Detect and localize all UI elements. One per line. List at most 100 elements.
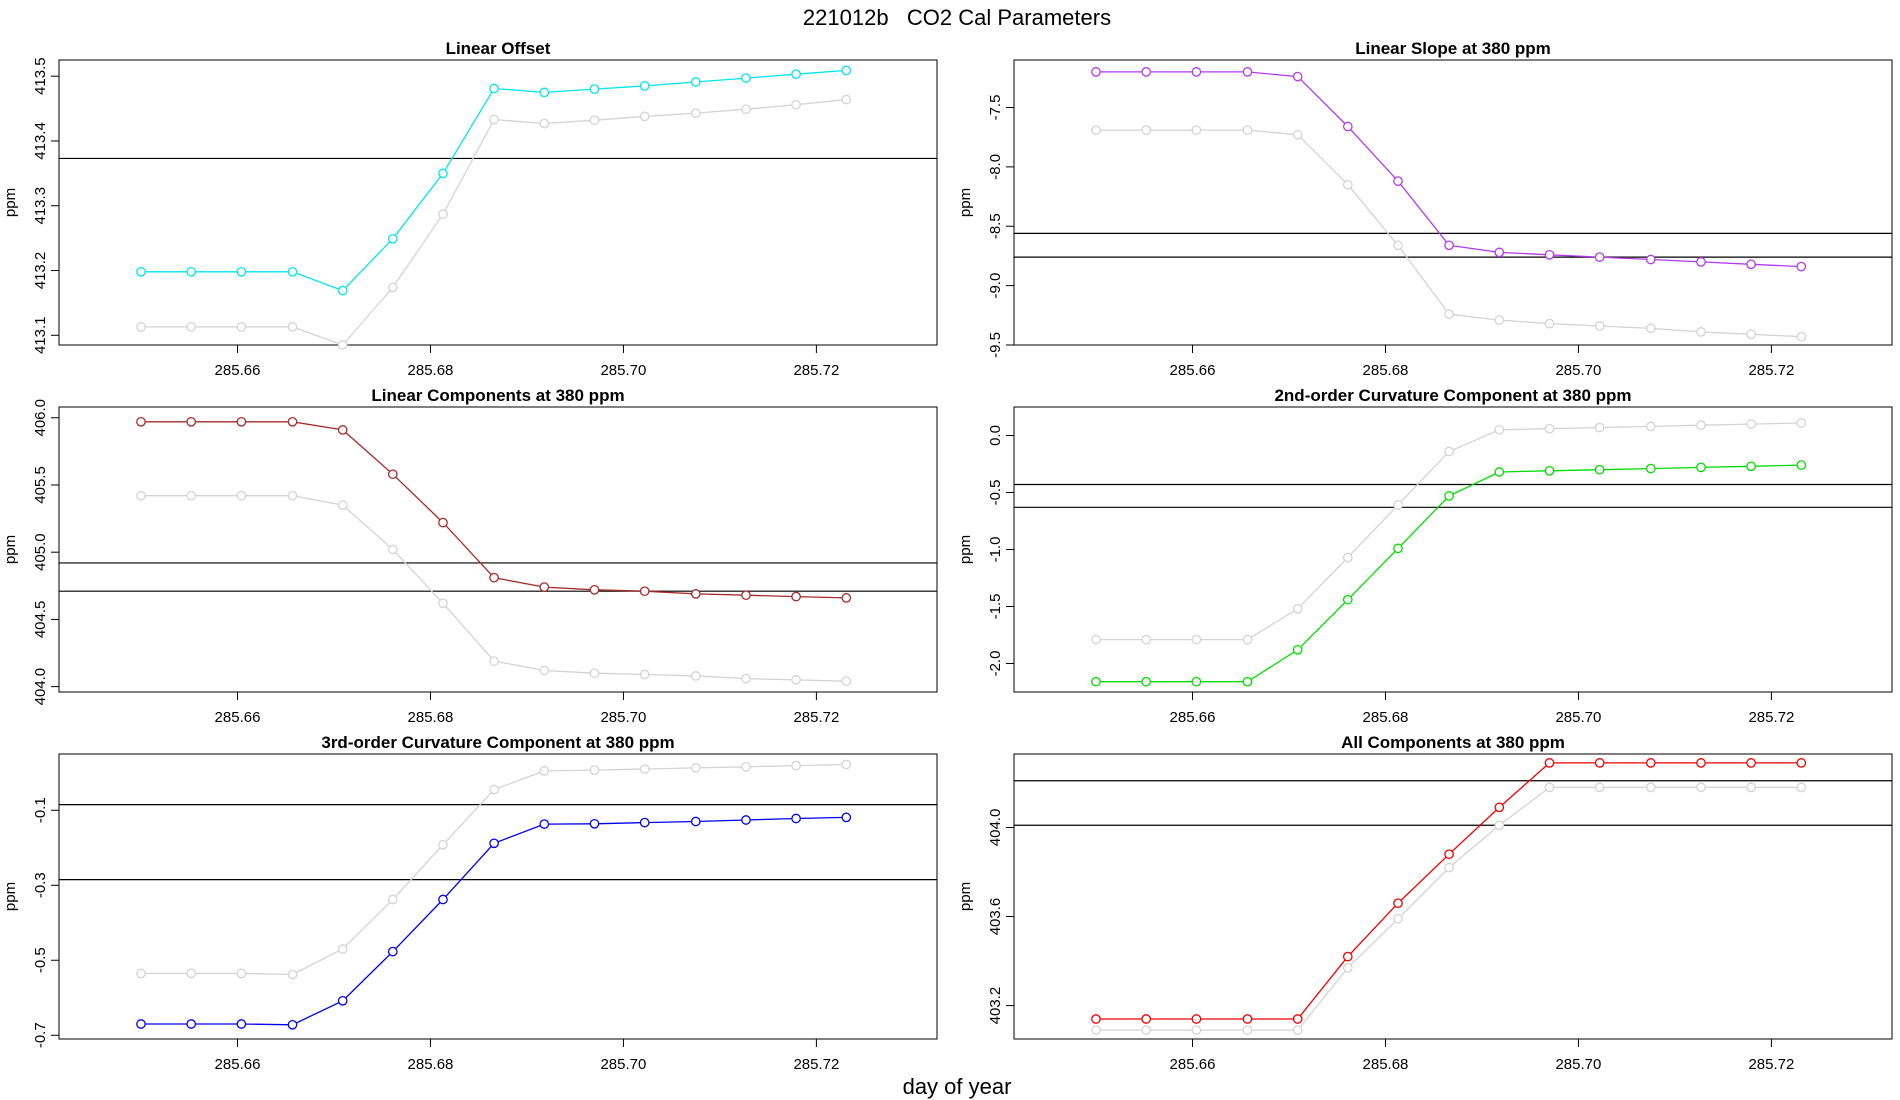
y-tick-label: 0.0 (987, 425, 1004, 446)
data-point-reference (539, 766, 550, 776)
data-point-reference (589, 668, 600, 679)
data-point-reference (1796, 331, 1807, 342)
data-point-current (1292, 71, 1303, 82)
data-point-current (136, 416, 146, 427)
data-point-current (489, 838, 499, 849)
data-point-current (438, 517, 448, 528)
data-point-reference (387, 894, 398, 905)
data-point-current (287, 266, 298, 277)
data-point-reference (1292, 1025, 1303, 1035)
data-point-current (1746, 758, 1756, 768)
data-point-current (639, 817, 650, 828)
x-tick-label: 285.68 (1363, 709, 1409, 726)
y-tick-label: -2.0 (987, 651, 1004, 677)
x-tick-label: 285.70 (600, 709, 646, 726)
x-tick-label: 285.70 (1555, 362, 1601, 379)
data-point-reference (539, 118, 550, 129)
data-point-reference (1796, 418, 1807, 428)
data-point-current (841, 812, 852, 823)
data-point-reference (639, 764, 650, 774)
data-point-current (1444, 491, 1454, 501)
data-point-reference (589, 765, 600, 775)
data-point-current (387, 946, 398, 957)
chart-panel-2: Linear Slope at 380 ppm ppm 285.66 285.68 28… (957, 39, 1893, 379)
data-point-reference (236, 490, 247, 501)
data-point-reference (186, 968, 197, 979)
y-tick-label: -0.3 (32, 872, 49, 898)
data-point-current (1796, 261, 1807, 272)
data-point-reference (236, 322, 247, 332)
y-axis-label: ppm (957, 535, 974, 564)
data-point-current (1342, 951, 1353, 962)
data-point-current (1544, 465, 1555, 476)
data-point-reference (438, 839, 448, 850)
x-tick-label: 285.72 (793, 709, 839, 726)
data-point-reference (1091, 1025, 1101, 1035)
data-point-current (186, 1019, 197, 1029)
data-point-current (186, 416, 197, 427)
chart-title: Linear Components at 380 ppm (371, 386, 624, 405)
data-point-reference (1645, 782, 1656, 793)
data-point-current (791, 591, 801, 602)
data-point-reference (791, 760, 801, 771)
data-point-current (1091, 67, 1101, 77)
data-point-reference (741, 673, 751, 684)
data-point-current (1141, 1014, 1152, 1024)
data-point-current (1544, 758, 1555, 768)
data-point-reference (1342, 552, 1353, 563)
x-tick-label: 285.68 (1363, 362, 1409, 379)
data-point-current (387, 469, 398, 480)
data-point-current (741, 815, 751, 825)
data-point-reference (741, 761, 751, 772)
data-point-current (1141, 67, 1152, 77)
chart-panel-5: 3rd-order Curvature Component at 380 ppm… (2, 733, 938, 1073)
data-point-current (690, 77, 701, 87)
data-point-current (1645, 254, 1656, 265)
data-point-reference (1494, 315, 1505, 325)
x-tick-label: 285.72 (1748, 1056, 1794, 1073)
x-tick-label: 285.72 (1748, 362, 1794, 379)
data-point-reference (438, 209, 448, 220)
data-point-current (791, 813, 801, 824)
y-tick-label: 413.1 (32, 317, 49, 355)
x-tick-label: 285.66 (215, 362, 261, 379)
chart-panel-3: Linear Components at 380 ppm ppm 285.66 285… (2, 386, 938, 726)
y-tick-label: -8.5 (987, 213, 1004, 239)
data-point-reference (1191, 1025, 1202, 1035)
y-tick-label: -1.0 (987, 537, 1004, 563)
data-point-reference (337, 500, 348, 510)
x-tick-label: 285.70 (600, 362, 646, 379)
data-point-reference (1342, 179, 1353, 190)
x-tick-label: 285.70 (1555, 709, 1601, 726)
data-point-reference (1393, 913, 1403, 924)
data-point-reference (741, 104, 751, 115)
panels: Linear Offset ppm 285.66 285.68 285.70 285.72… (2, 39, 1893, 1073)
data-point-reference (1444, 862, 1454, 873)
data-point-reference (1746, 782, 1756, 793)
data-point-reference (287, 322, 298, 332)
y-tick-label: 404.0 (32, 668, 49, 706)
x-tick-label: 285.72 (1748, 709, 1794, 726)
data-point-reference (337, 340, 348, 350)
y-tick-label: 404.5 (32, 601, 49, 639)
data-point-reference (1746, 419, 1756, 429)
data-point-reference (1292, 129, 1303, 140)
data-point-reference (1242, 125, 1253, 135)
data-point-reference (1696, 782, 1706, 793)
plot-frame (58, 59, 938, 346)
data-point-current (539, 582, 550, 592)
data-point-current (438, 894, 448, 905)
data-point-current (136, 1019, 146, 1029)
data-point-current (438, 168, 448, 179)
data-point-reference (1091, 125, 1101, 135)
data-point-current (1342, 121, 1353, 132)
data-point-current (1141, 676, 1152, 687)
data-point-reference (489, 114, 499, 125)
data-point-current (690, 589, 701, 599)
y-axis-label: ppm (957, 882, 974, 911)
data-point-reference (287, 490, 298, 501)
x-tick-label: 285.68 (408, 709, 454, 726)
data-point-current (186, 266, 197, 277)
chart-title: 2nd-order Curvature Component at 380 ppm (1274, 386, 1631, 405)
data-point-current (1494, 247, 1505, 258)
